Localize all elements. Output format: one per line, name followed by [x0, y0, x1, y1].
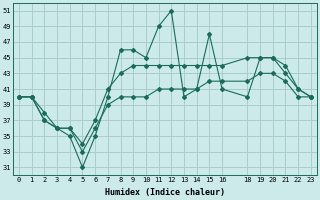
X-axis label: Humidex (Indice chaleur): Humidex (Indice chaleur) — [105, 188, 225, 197]
